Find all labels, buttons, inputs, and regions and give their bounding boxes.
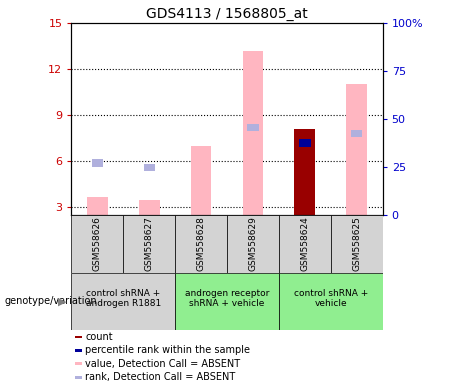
Text: genotype/variation: genotype/variation [5, 296, 97, 306]
Bar [75, 362, 82, 365]
Bar [295, 129, 315, 215]
Title: GDS4113 / 1568805_at: GDS4113 / 1568805_at [146, 7, 308, 21]
Bar [139, 200, 160, 215]
Text: GSM558628: GSM558628 [196, 217, 206, 271]
Bar [92, 159, 103, 167]
Text: GSM558626: GSM558626 [93, 217, 102, 271]
Text: GSM558629: GSM558629 [248, 217, 258, 271]
Bar [75, 376, 82, 379]
Text: control shRNA +
androgen R1881: control shRNA + androgen R1881 [86, 289, 161, 308]
Text: GSM558624: GSM558624 [300, 217, 309, 271]
Text: count: count [85, 332, 113, 342]
Text: GSM558625: GSM558625 [352, 217, 361, 271]
Bar [331, 215, 383, 273]
Bar [351, 130, 362, 137]
Bar [299, 139, 311, 147]
Bar [346, 84, 367, 215]
Text: androgen receptor
shRNA + vehicle: androgen receptor shRNA + vehicle [185, 289, 269, 308]
Bar [71, 273, 175, 330]
Text: rank, Detection Call = ABSENT: rank, Detection Call = ABSENT [85, 372, 236, 382]
Bar [75, 349, 82, 352]
Bar [71, 215, 124, 273]
Bar [227, 215, 279, 273]
Bar [87, 197, 108, 215]
Bar [124, 215, 175, 273]
Bar [75, 336, 82, 338]
Bar [175, 273, 279, 330]
Bar [191, 146, 212, 215]
Text: GSM558627: GSM558627 [145, 217, 154, 271]
Bar [242, 51, 263, 215]
Bar [279, 273, 383, 330]
Bar [279, 215, 331, 273]
Text: value, Detection Call = ABSENT: value, Detection Call = ABSENT [85, 359, 240, 369]
Bar [143, 164, 155, 171]
Text: percentile rank within the sample: percentile rank within the sample [85, 345, 250, 356]
Bar [247, 124, 259, 131]
Text: ▶: ▶ [59, 296, 67, 306]
Bar [175, 215, 227, 273]
Text: control shRNA +
vehicle: control shRNA + vehicle [294, 289, 368, 308]
